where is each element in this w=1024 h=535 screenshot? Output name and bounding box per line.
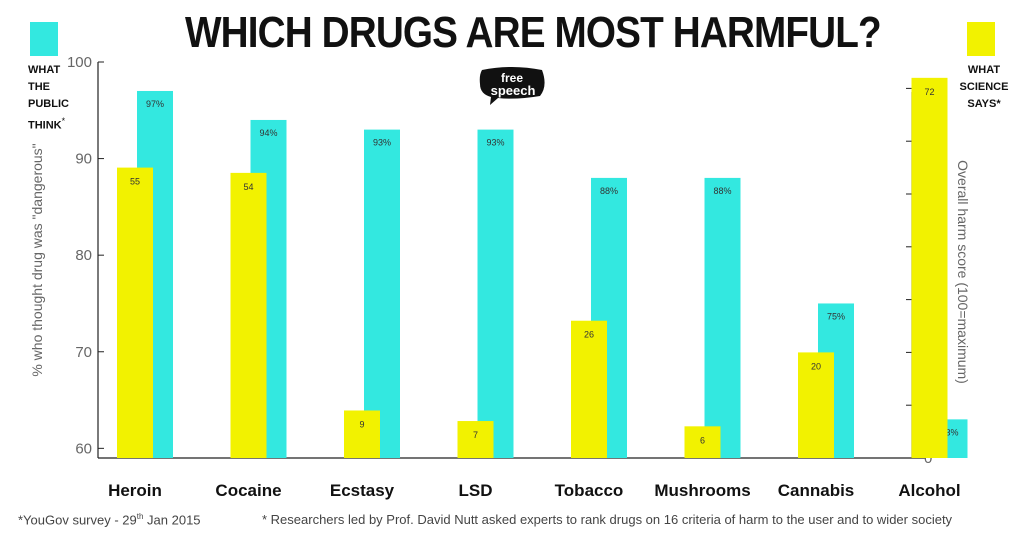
bar-science-label: 20	[811, 361, 821, 371]
bar-science	[230, 172, 267, 458]
legend-public-line: THINK	[28, 119, 62, 132]
legend-public-label: WHAT THE PUBLIC THINK*	[28, 62, 69, 135]
bar-public-label: 63%	[940, 427, 958, 437]
logo-line2: speech	[491, 83, 536, 98]
left-axis-tick-label: 70	[75, 344, 92, 361]
category-label: LSD	[459, 481, 493, 500]
footnote-survey-sup: th	[136, 512, 144, 521]
right-axis-tick-label: 0	[924, 450, 932, 467]
category-label: Alcohol	[898, 481, 960, 500]
footnote-survey-pre: *YouGov survey - 29	[18, 512, 137, 528]
legend-public-line: PUBLIC	[28, 98, 69, 110]
bar-science-label: 55	[130, 177, 140, 187]
footnote-researchers: * Researchers led by Prof. David Nutt as…	[262, 512, 953, 527]
bar-public-label: 93%	[486, 138, 504, 148]
bar-science	[117, 167, 153, 458]
bar-science	[571, 320, 607, 458]
category-label: Tobacco	[555, 481, 624, 500]
category-label: Heroin	[108, 481, 162, 500]
bar-public-label: 97%	[146, 99, 164, 109]
bar-public	[364, 129, 400, 459]
legend-science-label: WHAT SCIENCE SAYS*	[956, 62, 1012, 113]
legend-science-line: WHAT	[967, 64, 1001, 76]
bar-science-label: 9	[359, 419, 364, 429]
bar-science	[457, 421, 494, 458]
bar-public-label: 88%	[713, 186, 731, 196]
legend-public-mark: *	[61, 116, 66, 126]
bar-science	[798, 352, 834, 458]
logo-line1: free	[501, 71, 523, 85]
legend-public-line: WHAT	[28, 64, 61, 76]
footnote-survey: *YouGov survey - 29th Jan 2015	[18, 512, 201, 527]
bar-science-label: 6	[700, 435, 705, 445]
category-label: Mushrooms	[654, 481, 750, 500]
bar-public-label: 88%	[600, 186, 618, 196]
legend-public-swatch	[30, 22, 58, 56]
legend-science-swatch	[967, 22, 995, 56]
bar-public-label: 94%	[259, 128, 277, 138]
left-axis-tick-label: 80	[75, 247, 92, 264]
bar-public	[477, 129, 514, 459]
bar-public	[704, 177, 741, 458]
bar-public-label: 75%	[827, 311, 845, 321]
category-label: Ecstasy	[330, 481, 395, 500]
right-axis-title: Overall harm score (100=maximum)	[955, 160, 971, 384]
category-label: Cannabis	[778, 481, 855, 500]
bar-science	[911, 77, 948, 458]
bar-science-label: 26	[584, 330, 594, 340]
category-label: Cocaine	[215, 481, 281, 500]
legend-public-line: THE	[28, 81, 50, 93]
bar-science-label: 54	[243, 182, 253, 192]
bar-science-label: 72	[924, 87, 934, 97]
chart-title: WHICH DRUGS ARE MOST HARMFUL?	[185, 8, 882, 57]
free-speech-logo: free speech	[479, 67, 545, 105]
left-axis-tick-label: 100	[67, 54, 92, 71]
left-axis-tick-label: 60	[75, 440, 92, 457]
footnote-survey-post: Jan 2015	[143, 512, 201, 528]
legend-science-line: SAYS*	[967, 98, 1001, 110]
left-axis-title: % who thought drug was "dangerous"	[29, 143, 45, 376]
bar-science	[344, 410, 380, 458]
bar-science-label: 7	[473, 430, 478, 440]
left-axis-tick-label: 90	[75, 151, 92, 168]
legend-science-line: SCIENCE	[959, 81, 1009, 93]
bar-public-label: 93%	[373, 138, 391, 148]
bar-science	[684, 426, 721, 458]
